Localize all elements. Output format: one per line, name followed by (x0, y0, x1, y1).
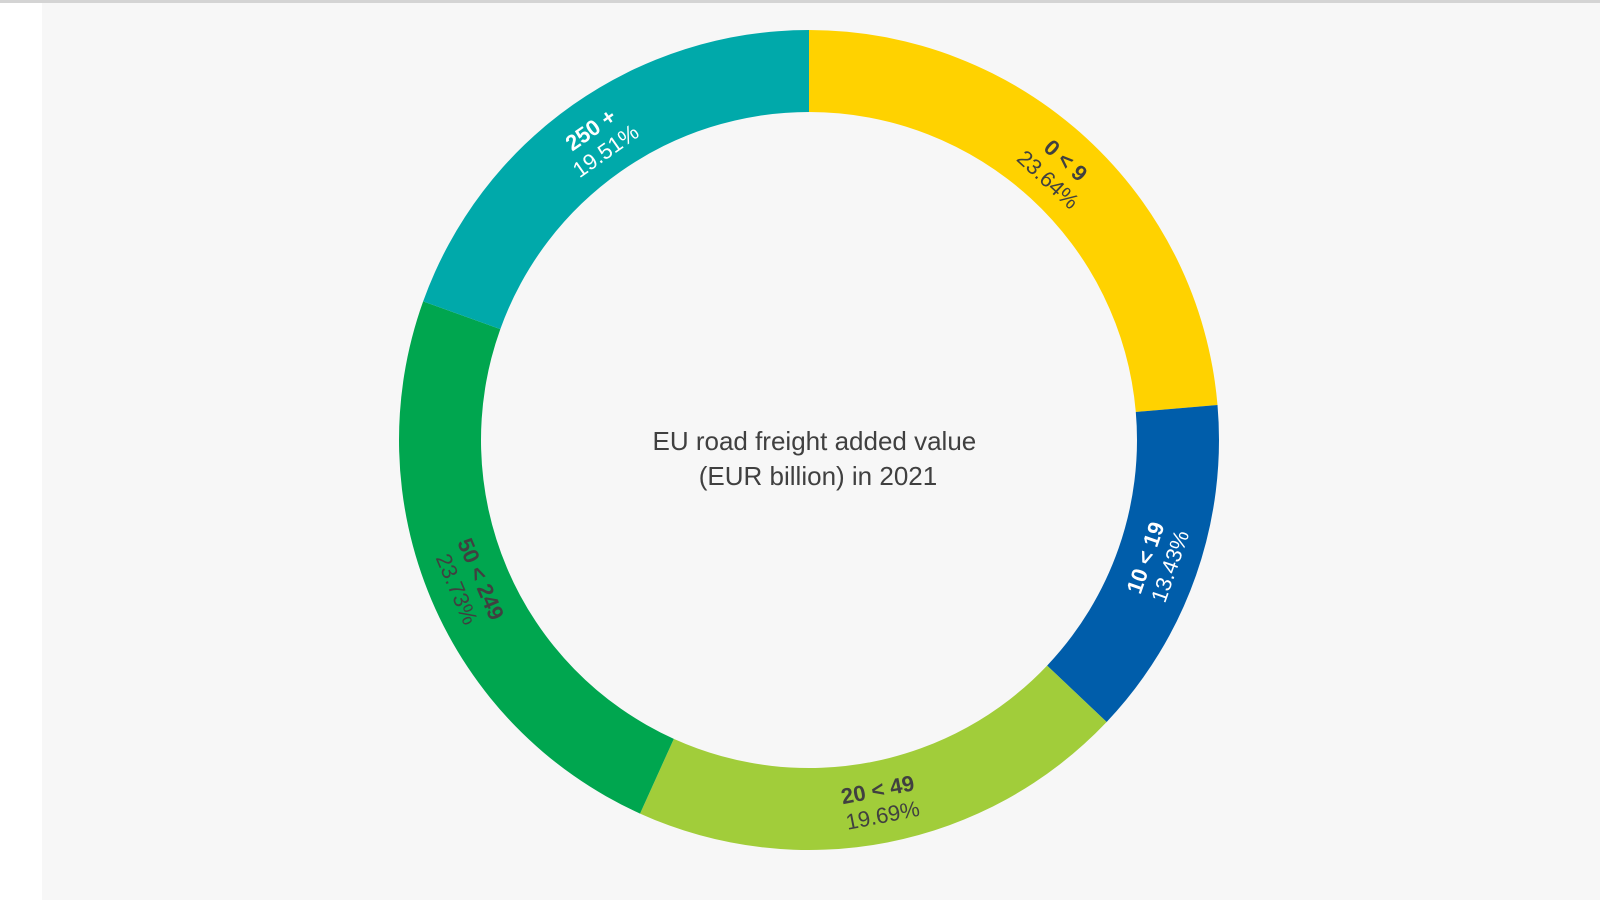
donut-slices (398, 30, 1219, 850)
chart-panel (42, 3, 1600, 900)
donut-slice-250 (423, 30, 809, 330)
donut-slice-0-9 (809, 30, 1218, 413)
donut-slice-10-19 (1047, 405, 1219, 722)
chart-title-line-2: (EUR billion) in 2021 (699, 461, 937, 491)
chart-title: EU road freight added value (EUR billion… (652, 426, 983, 491)
donut-slice-50-249 (398, 301, 674, 814)
donut-slice-20-49 (640, 665, 1107, 850)
top-divider (0, 0, 1600, 3)
chart-title-line-1: EU road freight added value (652, 426, 976, 456)
